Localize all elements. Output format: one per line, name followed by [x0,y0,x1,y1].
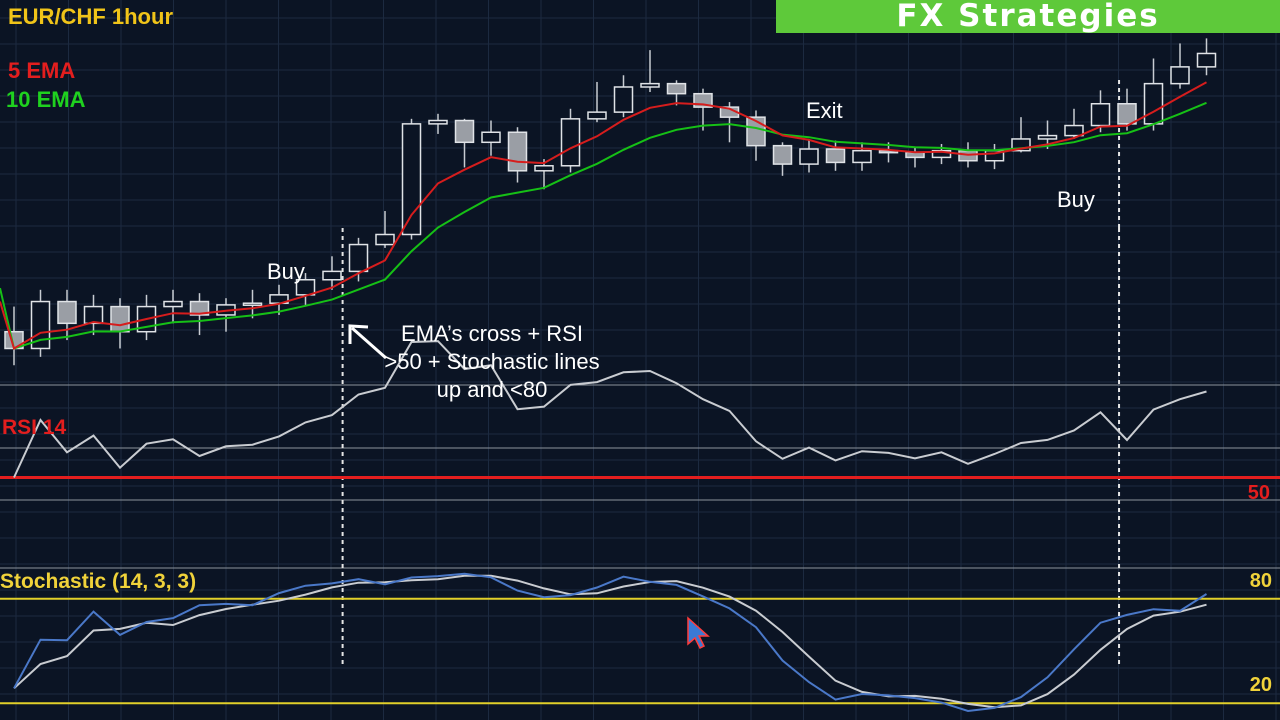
candle-body-bullish [534,165,554,172]
candle-body-bullish [1011,138,1031,152]
candle [216,298,236,332]
stochastic-panel-label: Stochastic (14, 3, 3) [0,570,197,593]
candle-body-bearish [110,305,130,333]
candle-body-bearish [454,119,475,144]
arrow-icon [348,324,387,360]
candle-body-bullish [163,300,183,308]
candle-body-bullish [83,305,104,325]
candle [428,113,448,134]
candle [1117,88,1137,131]
candle [799,138,819,173]
candle [83,294,104,336]
candle [454,118,475,168]
candle-body-bearish [57,300,77,325]
candle-body-bullish [640,82,660,88]
candle [1196,38,1217,76]
candle [640,50,660,93]
rsi-panel-label: RSI 14 [2,416,67,439]
entry-rule-annotation: EMA’s cross + RSI >50 + Stochastic lines… [384,321,600,402]
stochastic-lower-label: 20 [1249,674,1272,696]
candle [1143,58,1164,131]
candle-body-bullish [560,118,581,167]
candle [772,142,793,176]
candle-body-bearish [1117,103,1137,125]
candle [30,289,51,357]
candle-body-bullish [613,86,634,113]
candle [348,237,369,282]
candle [666,80,687,106]
candlesticks [4,38,1217,366]
candle-body-bearish [507,131,528,172]
candle-body-bearish [772,144,793,165]
candle [242,289,263,319]
candle [1090,90,1111,133]
candle-body-bearish [825,148,846,164]
stochastic-k-line [13,572,1208,713]
candle-body-bearish [189,300,210,316]
candle-body-bullish [1090,103,1111,127]
stochastic-upper-label: 80 [1249,570,1272,592]
rsi-line [13,340,1207,478]
candle [322,256,342,290]
candle-body-bullish [1143,82,1164,125]
candle [401,118,422,240]
buy-annotation-1: Buy [267,259,305,284]
candle [57,289,77,341]
candle-body-bullish [375,233,395,246]
candle [825,140,846,171]
buy-annotation-2: Buy [1057,187,1095,212]
candle-body-bullish [1170,66,1190,85]
candle-body-bullish [242,302,263,306]
candle-body-bullish [481,131,501,144]
stochastic-d-line [13,574,1207,709]
candle-body-bullish [428,119,448,125]
candle-body-bullish [348,243,369,273]
candle [1064,108,1084,139]
candle [1011,117,1031,153]
candle [163,289,183,324]
candle-body-bullish [587,111,607,120]
candle [1170,43,1190,89]
brand-banner: FX Strategies [776,0,1280,33]
candle-body-bullish [322,270,342,281]
candle-body-bullish [852,149,872,164]
candle-body-bearish [666,82,687,95]
candle-body-bullish [1196,52,1217,68]
candle [560,108,581,173]
candle-body-bullish [401,123,422,236]
candle [375,211,395,248]
pair-timeframe-label: EUR/CHF 1hour [8,4,173,29]
ema-10-line [0,101,1207,350]
candle-body-bullish [1037,134,1058,140]
candle [481,120,501,156]
candle-body-bullish [30,300,51,350]
exit-annotation: Exit [806,98,843,123]
candle-body-bullish [799,148,819,165]
candle [852,142,872,171]
candle [587,81,607,123]
mouse-cursor-icon [687,616,710,650]
candle-body-bullish [1064,124,1084,137]
ema-10-legend: 10 EMA [6,87,86,112]
panel-separators [0,384,1280,569]
candle-body-bullish [931,149,952,159]
ema-5-line [0,81,1207,351]
candle [613,75,634,118]
rsi-level-label: 50 [1247,482,1270,504]
ema-5-legend: 5 EMA [8,58,76,83]
